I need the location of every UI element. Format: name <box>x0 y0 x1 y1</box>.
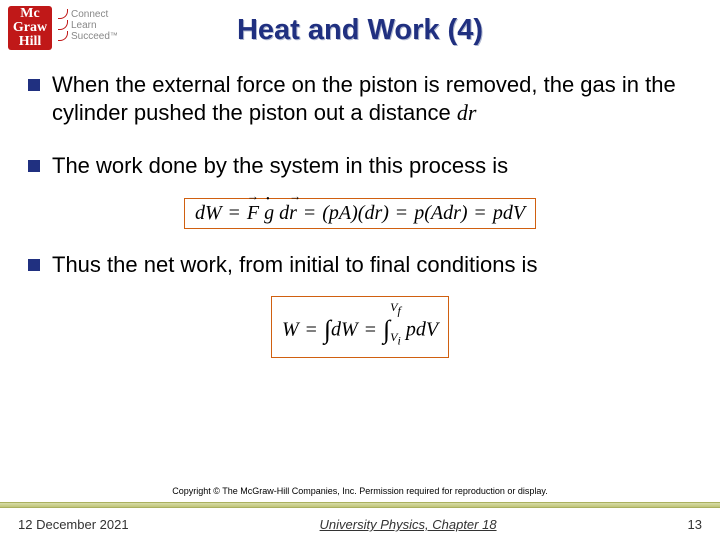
tagline-connect: Connect <box>71 9 108 20</box>
bullet-marker-icon <box>28 79 40 91</box>
bullet-marker-icon <box>28 160 40 172</box>
slide-body: When the external force on the piston is… <box>0 47 720 358</box>
bullet-item: When the external force on the piston is… <box>28 71 692 126</box>
equation-work-differential: dW = F g dr = (pA)(dr) = p(Adr) = pdV <box>28 198 692 229</box>
logo-text-graw: Graw <box>13 21 47 35</box>
bullet-item: Thus the net work, from initial to final… <box>28 251 692 279</box>
trademark-icon: ™ <box>110 32 118 41</box>
tagline-succeed: Succeed <box>71 31 110 42</box>
tagline-learn: Learn <box>71 20 97 31</box>
footer-page-number: 13 <box>688 517 702 532</box>
footer-divider <box>0 502 720 508</box>
logo-text-hill: Hill <box>19 35 42 49</box>
logo-tagline: Connect Learn Succeed™ <box>58 9 118 42</box>
bullet-marker-icon <box>28 259 40 271</box>
footer-chapter: University Physics, Chapter 18 <box>320 517 497 532</box>
bullet-text: The work done by the system in this proc… <box>52 152 692 180</box>
logo-text-mc: Mc <box>20 7 39 21</box>
bullet-text: When the external force on the piston is… <box>52 71 692 126</box>
slide-footer: 12 December 2021 University Physics, Cha… <box>0 517 720 532</box>
copyright-notice: Copyright © The McGraw-Hill Companies, I… <box>0 486 720 496</box>
publisher-logo: Mc Graw Hill Connect Learn Succeed™ <box>8 6 118 50</box>
variable-dr: dr <box>457 100 477 125</box>
mcgraw-hill-logo-icon: Mc Graw Hill <box>8 6 52 50</box>
bullet-text: Thus the net work, from initial to final… <box>52 251 692 279</box>
equation-work-integral: W = ∫dW = ∫VfVi pdV <box>28 296 692 358</box>
bullet-item: The work done by the system in this proc… <box>28 152 692 180</box>
footer-date: 12 December 2021 <box>18 517 129 532</box>
